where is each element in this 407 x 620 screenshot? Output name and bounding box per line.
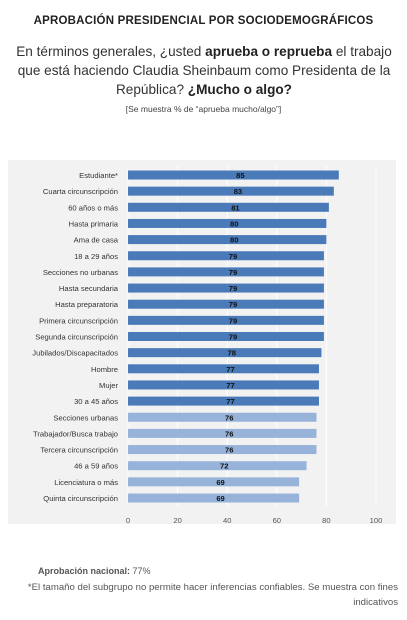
value-label: 76 xyxy=(225,446,233,455)
category-label: Hasta primaria xyxy=(69,219,119,228)
bar-chart: Estudiante* 85 Cuarta circunscripción 83 60 … xyxy=(32,166,383,525)
question-bold-2: ¿Mucho o algo? xyxy=(187,82,292,97)
bar xyxy=(128,380,319,390)
value-label: 80 xyxy=(230,236,238,245)
category-label: Mujer xyxy=(99,381,118,390)
question-text-1: En términos generales, ¿usted xyxy=(16,44,206,59)
chart-note: [Se muestra % de “aprueba mucho/algo”] xyxy=(125,104,282,114)
value-label: 79 xyxy=(229,316,237,325)
chart-title: APROBACIÓN PRESIDENCIAL POR SOCIODEMOGRÁ… xyxy=(33,15,374,27)
x-tick-label: 100 xyxy=(370,516,383,525)
category-label: 46 a 59 años xyxy=(74,462,118,471)
category-label: 18 a 29 años xyxy=(74,252,118,261)
value-label: 77 xyxy=(226,365,234,374)
value-label: 77 xyxy=(226,381,234,390)
approval-label: Aprobación nacional: xyxy=(38,566,131,576)
bar xyxy=(128,364,319,374)
category-label: Licenciatura o más xyxy=(54,478,118,487)
value-label: 80 xyxy=(230,219,238,228)
bar xyxy=(128,251,324,261)
category-label: Ama de casa xyxy=(74,236,119,245)
bar xyxy=(128,396,319,406)
bar xyxy=(128,477,300,487)
value-label: 69 xyxy=(216,494,224,503)
footnote: *El tamaño del subgrupo no permite hacer… xyxy=(27,582,398,608)
x-tick-label: 20 xyxy=(173,516,181,525)
category-label: Secciones no urbanas xyxy=(43,268,118,277)
category-label: 30 a 45 años xyxy=(74,397,118,406)
bar xyxy=(128,283,324,293)
value-label: 79 xyxy=(229,333,237,342)
bar xyxy=(128,235,327,245)
value-label: 77 xyxy=(226,397,234,406)
value-label: 69 xyxy=(216,478,224,487)
bar xyxy=(128,202,329,212)
national-approval: Aprobación nacional: 77% xyxy=(38,566,151,576)
value-label: 79 xyxy=(229,268,237,277)
category-label: Secciones urbanas xyxy=(53,413,118,422)
category-label: Hasta preparatoria xyxy=(55,300,119,309)
bar xyxy=(128,218,327,228)
bar xyxy=(128,186,334,196)
bar xyxy=(128,332,324,341)
value-label: 79 xyxy=(229,300,237,309)
value-label: 72 xyxy=(220,462,228,471)
value-label: 76 xyxy=(225,429,233,438)
question-bold-1: aprueba o reprueba xyxy=(205,44,333,59)
value-label: 83 xyxy=(234,187,242,196)
value-label: 78 xyxy=(227,349,235,358)
bar xyxy=(128,170,339,180)
category-label: 60 años o más xyxy=(68,203,118,212)
bar xyxy=(128,428,317,438)
value-label: 81 xyxy=(231,203,240,212)
category-label: Hombre xyxy=(91,365,118,374)
x-tick-label: 80 xyxy=(322,516,330,525)
survey-question: En términos generales, ¿usted aprueba o … xyxy=(14,42,394,99)
bar xyxy=(128,412,317,422)
category-label: Quinta circunscripción xyxy=(43,494,118,503)
category-label: Segunda circunscripción xyxy=(35,333,118,342)
category-label: Hasta secundaria xyxy=(59,284,119,293)
bar xyxy=(128,315,324,325)
category-label: Estudiante* xyxy=(79,171,118,180)
bar xyxy=(128,348,322,358)
category-label: Cuarta circunscripción xyxy=(43,187,118,196)
bar xyxy=(128,461,307,471)
bar xyxy=(128,493,300,503)
category-label: Jubilados/Discapacitados xyxy=(32,349,118,358)
x-tick-label: 40 xyxy=(223,516,231,525)
question-text-2: el trabajo que está haciendo Claudia She… xyxy=(17,44,392,97)
bar xyxy=(128,299,324,309)
bar xyxy=(128,267,324,277)
category-label: Trabajador/Busca trabajo xyxy=(33,429,118,438)
approval-value: 77% xyxy=(132,566,151,576)
value-label: 79 xyxy=(229,252,237,261)
x-tick-label: 0 xyxy=(126,516,130,525)
value-label: 79 xyxy=(229,284,237,293)
value-label: 76 xyxy=(225,413,233,422)
value-label: 85 xyxy=(236,171,245,180)
bar xyxy=(128,445,317,455)
category-label: Primera circunscripción xyxy=(39,316,118,325)
category-label: Tercera circunscripción xyxy=(40,446,118,455)
x-tick-label: 60 xyxy=(273,516,281,525)
